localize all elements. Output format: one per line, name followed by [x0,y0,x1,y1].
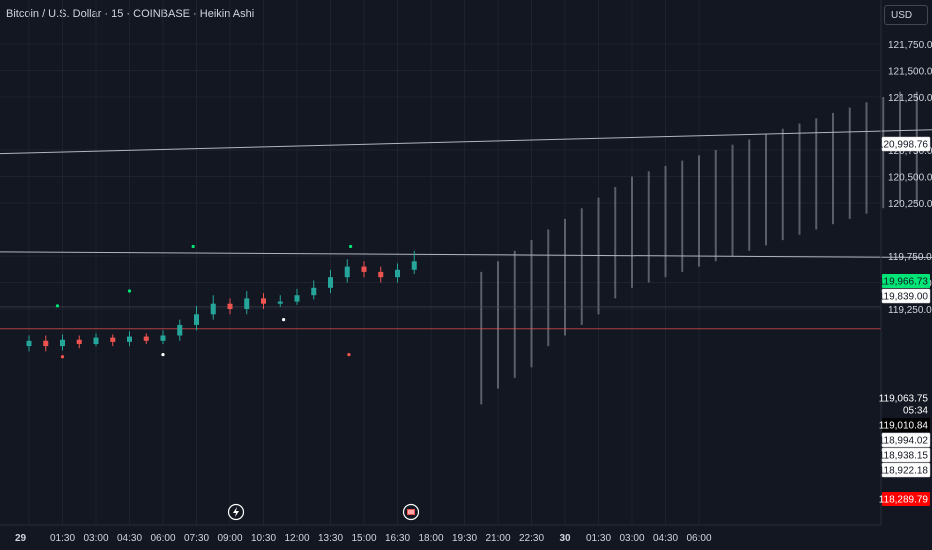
trendline[interactable] [0,109,932,155]
x-tick-label: 06:00 [686,533,711,544]
svg-text:120,998.76: 120,998.76 [878,140,928,151]
y-tick-label: 119,750.00 [888,252,932,263]
y-tick-label: 119,250.00 [888,305,932,316]
y-tick-label: 121,250.00 [888,93,932,104]
event-markers[interactable] [227,503,420,521]
x-tick-label: 18:00 [418,533,443,544]
chart-title: Bitcoin / U.S. Dollar · 15 · COINBASE · … [6,8,255,20]
candle-body[interactable] [143,336,149,341]
svg-text:119,966.73: 119,966.73 [879,277,929,288]
candle-body[interactable] [411,261,417,270]
candle-body[interactable] [194,314,199,325]
x-tick-label: 03:00 [83,533,108,544]
svg-text:118,289.79: 118,289.79 [879,495,929,506]
trendlines[interactable] [0,109,932,330]
x-tick-label: 19:30 [452,533,477,544]
price-label: 118,289.79 [879,492,930,506]
lightning-icon[interactable] [227,503,245,521]
signal-marker [55,304,60,308]
price-label: 118,994.02 [879,432,931,448]
price-label: 119,839.00 [879,288,931,304]
svg-text:118,994.02: 118,994.02 [879,436,929,447]
x-tick-label: 04:30 [117,533,142,544]
x-tick-label: 15:00 [351,533,376,544]
x-tick-label: 01:30 [50,533,75,544]
svg-text:05:34: 05:34 [903,406,928,417]
candle-body[interactable] [60,339,65,347]
x-tick-label: 22:30 [519,533,544,544]
price-label: 119,966.73 [879,274,930,288]
price-label: 120,998.76 [878,136,931,152]
time-axis[interactable]: 29 01:30 03:00 04:30 06:00 07:30 09:00 10:30 12:… [15,533,712,544]
x-tick-label: 09:00 [217,533,242,544]
svg-text:119,839.00: 119,839.00 [879,292,929,303]
svg-text:119,010.84: 119,010.84 [879,421,929,432]
price-label: 119,010.84 [879,418,930,432]
x-tick-label: 03:00 [619,533,644,544]
candle-body[interactable] [328,277,333,288]
svg-text:118,922.18: 118,922.18 [879,466,929,477]
grid-lines [0,0,881,525]
x-tick-label: 12:00 [284,533,309,544]
candle-body[interactable] [378,271,384,278]
price-labels: 120,998.76 119,966.73 119,839.00 119,063.75… [878,136,931,506]
price-label: 118,938.15 [879,447,931,463]
candle-body[interactable] [160,335,166,341]
news-icon[interactable] [402,503,420,521]
x-tick-label: 21:00 [485,533,510,544]
y-tick-label: 120,750.00 [888,146,932,157]
y-tick-label: 121,750.00 [888,40,932,51]
candle-body[interactable] [26,340,32,347]
candle-body[interactable] [127,336,132,342]
signal-marker [282,318,286,322]
x-tick-label: 01:30 [586,533,611,544]
candle-body[interactable] [93,337,99,344]
x-tick-label: 07:30 [184,533,209,544]
candle-body[interactable] [311,287,317,296]
x-tick-label: 16:30 [385,533,410,544]
price-label: 118,922.18 [879,462,931,478]
candle-body[interactable] [261,298,266,304]
price-label: 05:34 [882,403,930,417]
x-tick-label: 04:30 [653,533,678,544]
candle-body[interactable] [277,301,283,304]
price-label: 119,063.75 [879,391,930,405]
candle-body[interactable] [227,303,233,309]
candle-body[interactable] [43,340,49,347]
trendline[interactable] [0,251,932,263]
signal-marker [161,352,165,357]
candle-body[interactable] [210,303,216,315]
x-tick-label: 13:30 [318,533,343,544]
svg-text:118,938.15: 118,938.15 [879,451,929,462]
x-tick-label: 10:30 [251,533,276,544]
y-tick-label: 120,500.00 [888,173,932,184]
signal-marker [191,244,195,249]
signal-marker [127,289,132,293]
currency-button[interactable]: USD [884,5,928,25]
candle-body[interactable] [361,266,367,272]
x-tick-label: 29 [15,533,27,544]
y-tick-label: 121,500.00 [888,67,932,78]
candle-body[interactable] [395,269,400,278]
candle-body[interactable] [177,324,183,336]
signal-marker [60,355,65,359]
svg-text:119,063.75: 119,063.75 [879,394,929,405]
signal-marker [347,352,351,357]
candle-body[interactable] [294,295,300,302]
candles[interactable] [26,250,417,352]
candle-body[interactable] [76,339,82,344]
y-tick-label: 120,250.00 [888,199,932,210]
signal-marker [349,244,353,249]
ghost-candles [480,91,918,405]
candle-body[interactable] [244,298,250,309]
x-tick-label: 06:00 [150,533,175,544]
candle-body[interactable] [344,266,350,278]
candle-body[interactable] [110,337,116,342]
signal-markers [55,244,353,359]
x-tick-label: 30 [559,533,571,544]
